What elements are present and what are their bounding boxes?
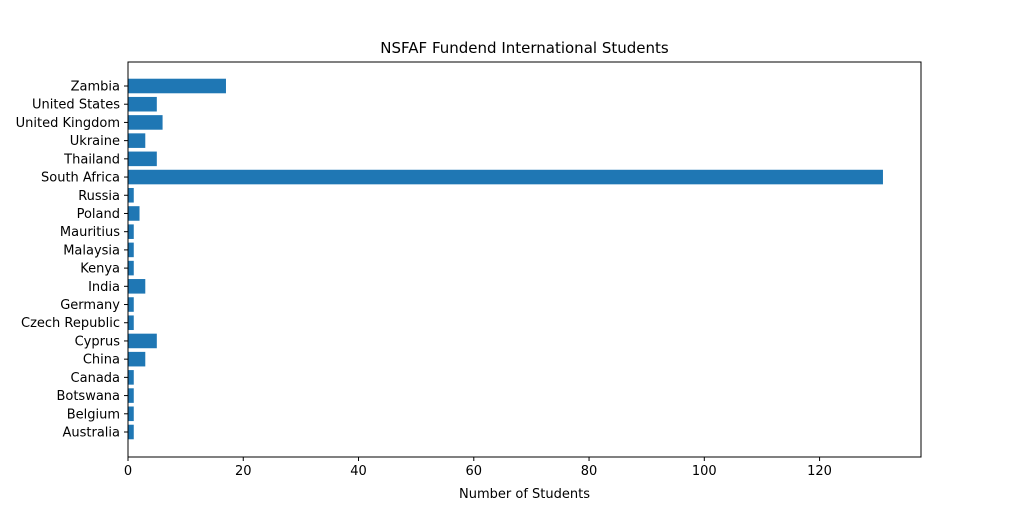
- bar-zambia: [128, 78, 226, 94]
- y-axis: Australia Belgium Botswana Canada China Cypru…: [16, 80, 128, 441]
- x-axis-label: Number of Students: [459, 487, 590, 502]
- y-tick-label: India: [88, 280, 120, 295]
- y-tick-label: Germany: [60, 298, 120, 313]
- y-tick-label: Ukraine: [70, 134, 120, 149]
- y-tick-label: United States: [32, 98, 120, 113]
- bar-czech-republic: [128, 315, 134, 331]
- y-tick-label: United Kingdom: [16, 116, 120, 131]
- y-tick-label: Kenya: [80, 262, 120, 277]
- y-tick-label: Belgium: [67, 407, 120, 422]
- y-tick-label: Botswana: [56, 389, 120, 404]
- y-tick-label: Mauritius: [60, 225, 120, 240]
- y-tick-label: Malaysia: [63, 243, 120, 258]
- bars: [128, 78, 883, 440]
- y-tick-label: Thailand: [63, 152, 120, 167]
- chart-title: NSFAF Fundend International Students: [380, 39, 669, 57]
- bar-malaysia: [128, 242, 134, 258]
- bar-ukraine: [128, 133, 146, 148]
- y-tick-label: Australia: [62, 426, 120, 441]
- x-tick-label: 20: [235, 464, 252, 479]
- bar-united-kingdom: [128, 115, 163, 130]
- x-tick-label: 60: [466, 464, 483, 479]
- bar-botswana: [128, 388, 134, 403]
- x-tick-label: 0: [124, 464, 132, 479]
- y-tick-label: Cyprus: [75, 334, 121, 349]
- plot-frame: [127, 61, 922, 458]
- x-tick-label: 120: [807, 464, 832, 479]
- bar-belgium: [128, 406, 134, 422]
- bar-poland: [128, 206, 140, 221]
- plot-area: [127, 61, 922, 458]
- bar-thailand: [128, 151, 157, 167]
- y-tick-label: South Africa: [41, 171, 120, 186]
- bar-australia: [128, 424, 134, 440]
- bar-cyprus: [128, 333, 157, 349]
- x-axis: 0 20 40 60 80 100 120: [124, 457, 832, 479]
- y-tick-label: Czech Republic: [21, 316, 120, 331]
- x-tick-label: 80: [581, 464, 598, 479]
- bar-china: [128, 351, 146, 367]
- bar-india: [128, 279, 146, 294]
- x-tick-label: 100: [692, 464, 717, 479]
- bar-mauritius: [128, 224, 134, 239]
- bar-united-states: [128, 96, 157, 112]
- bar-germany: [128, 297, 134, 312]
- y-tick-label: Russia: [78, 189, 120, 204]
- y-tick-label: Zambia: [71, 80, 120, 95]
- y-tick-label: Canada: [71, 371, 120, 386]
- x-tick-label: 40: [350, 464, 367, 479]
- bar-kenya: [128, 260, 134, 276]
- bar-canada: [128, 370, 134, 385]
- y-tick-label: China: [83, 353, 120, 368]
- y-tick-label: Poland: [77, 207, 120, 222]
- bar-russia: [128, 187, 134, 203]
- bar-south-africa: [128, 169, 883, 185]
